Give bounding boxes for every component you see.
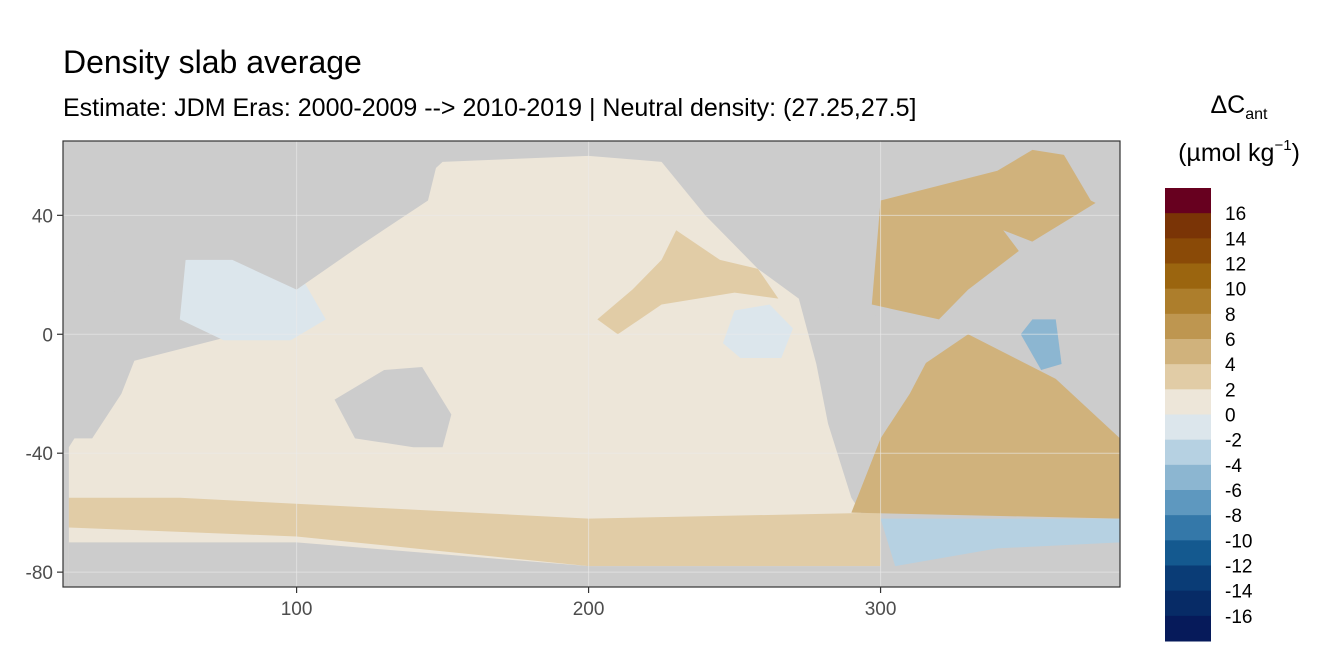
atlantic-north <box>871 149 1100 320</box>
southern-band <box>68 497 881 567</box>
land-africa-east <box>68 245 151 439</box>
legend-label: 10 <box>1225 280 1246 301</box>
land-antarctica <box>68 542 1120 587</box>
legend-swatch <box>1165 339 1211 365</box>
y-tick-label: -40 <box>26 444 53 465</box>
x-tick-label: 200 <box>573 599 605 620</box>
neg-patch-pacific <box>722 304 793 359</box>
legend-swatch <box>1165 288 1211 315</box>
y-tick-label: -80 <box>26 563 53 584</box>
legend-swatch <box>1165 464 1211 491</box>
chart-title: Density slab average <box>63 44 362 80</box>
legend-swatch <box>1165 213 1211 239</box>
legend-label: 2 <box>1225 380 1236 401</box>
legend-label: 14 <box>1225 229 1247 250</box>
legend-label: -12 <box>1225 557 1252 578</box>
legend-swatch <box>1165 490 1211 516</box>
legend-swatch <box>1165 389 1211 415</box>
legend-labels: 16 14 12 10 8 6 4 2 0 -2 -4 -6 -8 -10 -12 -14 -16 <box>1225 204 1253 628</box>
legend-label: 4 <box>1225 355 1236 376</box>
legend-label: 16 <box>1225 204 1246 225</box>
land-europe <box>1055 141 1120 216</box>
panel-border <box>62 140 1121 588</box>
atlantic-south <box>851 334 1120 519</box>
chart-subtitle: Estimate: JDM Eras: 2000-2009 --> 2010-2… <box>63 94 917 122</box>
legend-label: -8 <box>1225 506 1242 527</box>
x-tick-label: 300 <box>865 599 897 620</box>
legend-label: -4 <box>1225 456 1242 477</box>
legend-swatch <box>1165 590 1211 617</box>
legend-label: -2 <box>1225 431 1242 452</box>
pacific-band <box>597 230 779 335</box>
gulf-of-guinea-negative <box>1020 319 1062 370</box>
legend-label: -14 <box>1225 582 1253 603</box>
x-tick-label: 100 <box>281 599 313 620</box>
legend-swatch <box>1165 515 1211 541</box>
land-africa <box>1003 230 1120 320</box>
legend-swatch <box>1165 364 1211 390</box>
legend-swatch <box>1165 263 1211 290</box>
legend-swatch <box>1165 313 1211 340</box>
legend-swatch <box>1165 188 1211 214</box>
weddell-negative <box>880 518 1120 567</box>
legend-label: 12 <box>1225 255 1246 276</box>
legend-swatch <box>1165 414 1211 441</box>
legend-label: -10 <box>1225 531 1252 552</box>
legend-label: 8 <box>1225 305 1236 326</box>
legend-swatch <box>1165 565 1211 592</box>
legend-label: 6 <box>1225 330 1236 351</box>
legend-label: 0 <box>1225 406 1236 427</box>
land-south-america <box>822 298 934 498</box>
legend-swatch <box>1165 615 1211 642</box>
legend-colorbar <box>1165 188 1211 642</box>
legend-swatch <box>1165 238 1211 264</box>
land-australia <box>334 366 452 448</box>
legend: ΔCant (µmol kg−1) 16 14 12 10 8 6 4 2 0 -2 -4 -6 -8 -… <box>1165 91 1300 642</box>
y-tick-label: 40 <box>32 206 53 227</box>
legend-swatch <box>1165 439 1211 466</box>
y-tick-label: 0 <box>42 325 53 346</box>
land-north-america <box>676 141 881 275</box>
legend-label: -6 <box>1225 481 1242 502</box>
legend-swatch <box>1165 540 1211 566</box>
legend-label: -16 <box>1225 607 1252 628</box>
legend-title: ΔCant <box>1210 91 1268 123</box>
plot-panel <box>62 140 1121 588</box>
legend-unit: (µmol kg−1) <box>1178 137 1300 167</box>
